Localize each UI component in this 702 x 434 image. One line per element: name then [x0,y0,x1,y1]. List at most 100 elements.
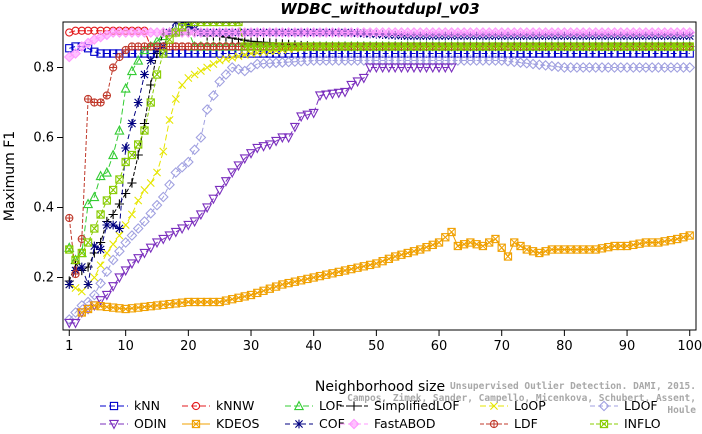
data-point [120,266,131,277]
legend-item-lof: LOF [285,398,343,413]
legend-label: KDEOS [216,416,260,431]
data-point [102,220,112,230]
data-point [170,167,182,178]
legend-item-odin: ODIN [100,416,167,431]
data-point [140,186,149,194]
data-point [190,70,199,79]
data-point [96,245,106,254]
data-point [83,26,93,35]
data-point [114,199,125,209]
data-point [96,210,105,219]
watermark-line1: Unsupervised Outlier Detection. DAMI, 20… [450,381,696,392]
x-tick-label: 20 [180,339,197,354]
data-point [153,168,161,177]
data-point [165,35,174,44]
data-point [402,63,413,74]
data-point [227,168,238,179]
legend-swatch-marker [109,401,119,411]
data-point [202,203,213,214]
data-point [120,237,132,248]
data-point [214,185,225,196]
data-point [497,243,506,252]
data-point [234,22,243,27]
y-axis: 0.2 0.4 0.6 0.8 [33,61,63,286]
series-line [68,22,690,285]
legend-swatch-marker [349,401,359,411]
legend-swatch-marker [489,419,499,429]
data-point [71,284,80,292]
data-point [196,67,205,75]
data-point [189,217,200,228]
data-point [108,149,119,160]
legend-label: LDOF [624,398,658,413]
x-tick-label: 1 [65,339,73,354]
data-point [152,70,162,79]
data-point [121,157,130,167]
x-tick-label: 40 [305,339,322,354]
data-point [339,87,351,98]
data-point [302,110,313,121]
data-point [77,262,87,272]
legend-swatch-marker [294,419,304,429]
data-point [396,63,407,74]
data-point [108,63,118,72]
x-tick-label: 50 [368,339,385,354]
data-point [89,191,100,202]
data-point [134,140,143,149]
data-point [140,126,149,135]
data-point [333,88,344,99]
legend-swatch-marker [108,419,120,430]
data-point [121,45,130,55]
data-point [77,287,86,296]
data-point [346,80,357,91]
data-point [421,63,432,74]
series-line [68,32,690,282]
data-point [146,80,156,90]
data-point [283,133,294,144]
data-point [415,63,426,74]
data-point [158,234,169,245]
data-point [214,76,226,87]
data-point [184,74,193,82]
data-point [95,296,106,306]
series-odin [64,63,457,329]
data-point [101,166,112,177]
x-tick-label: 60 [431,339,448,354]
data-point [440,63,451,74]
data-point [63,314,75,325]
data-point [377,63,388,74]
data-point [159,49,168,58]
data-point [245,149,257,159]
legend-swatch-marker [598,400,610,412]
y-axis-label: Maximum F1 [2,131,18,221]
data-point [64,280,74,289]
data-point [88,289,100,301]
data-point [159,147,168,156]
data-point [108,49,118,58]
y-tick-label: 0.6 [33,131,54,146]
data-point [552,61,564,73]
y-tick-label: 0.8 [33,61,54,76]
legend-item-fastabod: FastABOD [340,416,436,431]
data-point [83,94,93,104]
data-point [139,248,150,259]
legend-swatch-marker [293,400,305,411]
data-point [446,63,457,74]
legend-swatch-marker [191,401,201,411]
data-point [515,57,526,68]
data-point [358,73,369,84]
data-point [95,277,106,289]
data-point [491,234,500,244]
plot-area [63,22,696,329]
data-point [96,49,105,58]
x-tick-label: 100 [677,339,702,354]
legend-label: LoOP [514,398,546,413]
data-point [126,259,138,270]
data-point [390,63,401,74]
data-point [258,142,269,152]
series-kdeos [77,227,694,317]
x-tick-label: 80 [556,339,573,354]
series-layer [63,22,696,329]
data-point [151,199,163,211]
data-point [70,48,81,59]
